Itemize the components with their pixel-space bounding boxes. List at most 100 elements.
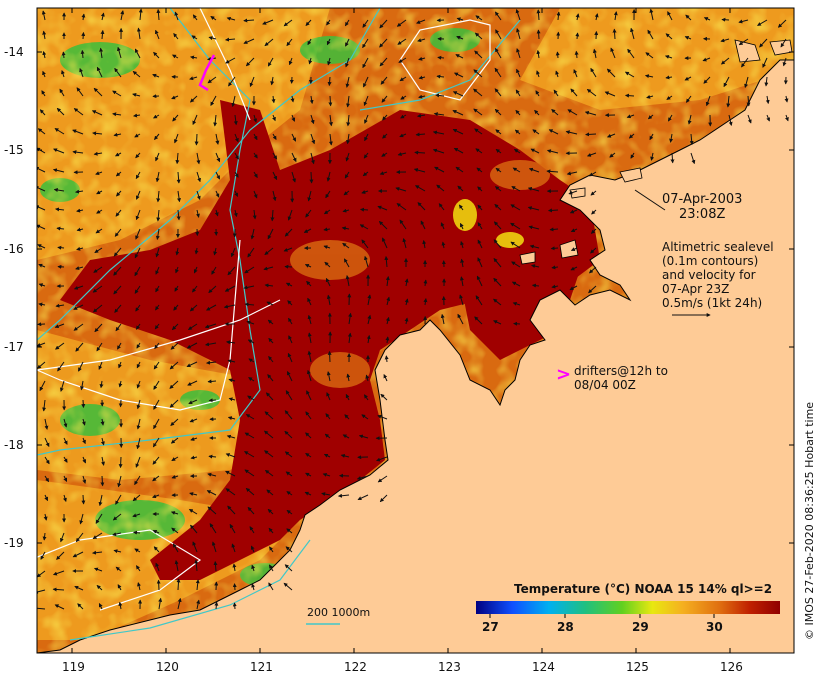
velocity-arrow [174,285,179,292]
velocity-arrow [553,89,559,97]
velocity-arrow [286,509,293,515]
velocity-arrow [120,10,125,21]
velocity-arrow [42,532,47,541]
velocity-arrow [264,469,274,477]
velocity-arrow [114,228,122,237]
velocity-arrow [738,38,749,46]
velocity-arrow [262,19,274,25]
velocity-arrow [646,94,654,99]
velocity-arrow [227,416,236,421]
velocity-arrow [94,247,103,254]
velocity-arrow [186,342,198,349]
velocity-arrow [79,67,84,78]
velocity-arrow [455,54,464,59]
velocity-arrow [73,285,84,290]
velocity-arrow [432,130,445,135]
y-tick-minus14: -14 [4,45,24,59]
velocity-arrow [764,76,769,87]
velocity-arrow [588,285,597,294]
velocity-arrow [196,171,201,183]
velocity-arrow [190,524,198,534]
velocity-arrow [44,494,49,502]
velocity-arrow [266,489,274,496]
velocity-arrow [136,380,141,389]
velocity-arrow [272,152,278,160]
velocity-arrow [174,11,179,21]
velocity-arrow [477,204,483,211]
velocity-arrow [721,17,730,22]
velocity-arrow [342,208,350,213]
velocity-arrow [152,475,160,482]
velocity-arrow [364,133,369,142]
velocity-arrow [226,16,236,21]
x-tick-123: 123 [438,660,461,674]
velocity-arrow [39,109,46,116]
velocity-arrow [196,599,201,610]
velocity-arrow [377,475,388,483]
velocity-arrow [136,437,141,450]
velocity-arrow [399,76,407,82]
velocity-arrow [136,399,141,410]
velocity-arrow [37,570,46,578]
velocity-arrow [512,301,521,306]
velocity-arrow [225,37,236,42]
velocity-arrow [327,57,331,66]
velocity-arrow [527,186,540,192]
velocity-arrow [573,69,578,78]
velocity-arrow [271,95,276,104]
velocity-arrow [305,209,312,218]
velocity-arrow [452,91,464,97]
velocity-arrow [253,133,258,141]
velocity-arrow [304,491,312,496]
velocity-arrow [189,76,198,81]
velocity-arrow [604,91,616,97]
velocity-arrow [113,266,122,276]
velocity-arrow [493,239,502,249]
velocity-arrow [38,283,46,288]
velocity-arrow [690,152,696,165]
velocity-arrow [207,506,217,515]
velocity-arrow [253,114,258,123]
velocity-arrow [115,171,122,177]
velocity-arrow [626,114,635,119]
velocity-arrow [285,471,293,477]
velocity-arrow [245,414,255,420]
velocity-arrow [379,19,388,29]
velocity-arrow [475,148,483,154]
velocity-arrow [247,506,255,515]
velocity-arrow [341,226,350,231]
velocity-arrow [665,33,673,40]
velocity-arrow [266,301,274,306]
velocity-arrow [172,543,179,553]
velocity-arrow [37,128,46,135]
velocity-arrow [115,566,122,572]
velocity-arrow [551,265,559,270]
velocity-arrow [363,76,369,88]
velocity-arrow [232,583,237,591]
velocity-arrow [248,358,255,363]
velocity-arrow [224,285,236,292]
velocity-arrow [211,266,217,275]
velocity-arrow [609,152,616,158]
velocity-arrow [337,493,350,498]
velocity-arrow [169,380,179,389]
velocity-arrow [171,527,179,534]
velocity-arrow [268,527,274,534]
velocity-arrow [291,114,296,122]
velocity-arrow [383,373,388,382]
velocity-arrow [417,38,426,43]
velocity-arrow [176,578,181,591]
velocity-arrow [55,342,65,350]
velocity-arrow [93,567,103,572]
velocity-arrow [172,114,179,122]
velocity-arrow [308,57,313,65]
velocity-arrow [171,323,179,331]
velocity-arrow [723,76,730,88]
velocity-arrow [170,437,179,444]
velocity-arrow [286,38,293,47]
velocity-arrows [37,8,789,611]
velocity-arrow [263,430,274,439]
velocity-arrow [285,390,293,401]
velocity-arrow [155,228,160,240]
